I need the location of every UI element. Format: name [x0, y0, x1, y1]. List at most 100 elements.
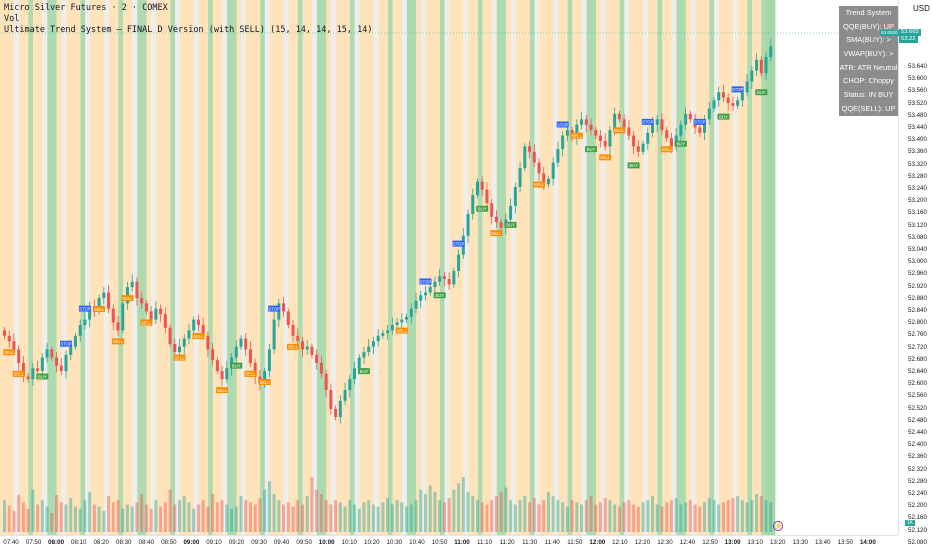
volume-bar: [97, 506, 101, 532]
volume-bar: [471, 496, 475, 532]
volume-bar: [220, 500, 224, 532]
candle-body: [163, 314, 167, 328]
trend-band: [335, 0, 351, 535]
signal-sell-label: SELL: [614, 128, 625, 133]
volume-bar: [632, 504, 636, 532]
trend-band: [378, 0, 388, 535]
trend-band: [444, 0, 450, 535]
candle-body: [334, 408, 338, 418]
trend-band: [752, 0, 762, 535]
signal-sell-marker: [140, 319, 153, 326]
price-axis[interactable]: 53.640 53.600 53.560 53.520 53.480 53.440 53.4…: [898, 0, 932, 546]
candle-body: [234, 346, 238, 358]
plot-area[interactable]: SELL SELL BUY STOP STOP SELL SELL SELL SELL SELL S…: [0, 0, 898, 535]
trend-band: [685, 0, 691, 535]
time-tick-label: 09:00: [183, 539, 200, 546]
price-tick-label: 52.120: [908, 526, 927, 534]
candle-body: [348, 379, 352, 390]
volume-bar: [405, 506, 409, 532]
volume-bar: [31, 489, 35, 532]
price-tick-label: 52.200: [908, 502, 927, 510]
candle-body: [50, 349, 54, 358]
symbol-title[interactable]: Micro Silver Futures · 2 · COMEX: [4, 3, 168, 13]
time-tick-label: 08:10: [70, 539, 87, 546]
candle-body: [684, 113, 688, 125]
lightning-icon[interactable]: ⚡: [773, 521, 783, 531]
trend-band: [477, 0, 483, 535]
volume-bar: [55, 494, 59, 532]
currency-label[interactable]: USD: [913, 4, 930, 13]
signal-sell-label: SELL: [141, 320, 152, 325]
price-tick-label: 53.000: [908, 258, 927, 266]
signal-sell-label: SELL: [288, 345, 299, 350]
status-table-row: CHOP: Choppy: [843, 76, 894, 86]
volume-bar: [159, 506, 163, 532]
time-tick-label: 11:20: [499, 539, 515, 546]
trend-band: [0, 0, 15, 535]
candle-body: [338, 400, 342, 418]
volume-bar: [69, 498, 73, 532]
volume-bar: [542, 500, 546, 532]
trend-band: [506, 0, 511, 535]
volume-bar: [580, 504, 584, 532]
candle-body: [561, 135, 565, 150]
signal-sell-label: SELL: [217, 388, 228, 393]
trend-band: [264, 0, 270, 535]
time-tick-label: 12:40: [679, 539, 696, 546]
candle-body: [452, 270, 456, 285]
volume-bar: [45, 506, 49, 532]
volume-bar: [338, 502, 342, 532]
time-axis[interactable]: [0, 535, 898, 551]
candle-body: [178, 346, 182, 353]
status-table-title: Trend System: [845, 8, 892, 17]
signal-stop-marker: [268, 305, 281, 312]
candle-body: [102, 292, 106, 298]
candle-body: [353, 368, 357, 380]
candle-body: [518, 168, 522, 187]
trend-band: [468, 0, 478, 535]
candle-body: [442, 276, 446, 280]
candle-body: [300, 341, 304, 350]
time-tick-label: 13:10: [747, 539, 763, 546]
volume-bar: [92, 504, 96, 532]
volume-bar: [206, 506, 210, 532]
candle-body: [310, 346, 314, 355]
signal-buy-marker: [755, 89, 768, 96]
candle-body: [438, 276, 442, 282]
signal-buy-marker: [36, 373, 49, 380]
price-tick-label: 52.760: [908, 331, 927, 339]
trend-band: [733, 0, 738, 535]
volume-bar: [111, 502, 115, 532]
volume-bar: [353, 504, 357, 532]
candle-body: [149, 311, 153, 320]
volume-bar: [211, 493, 215, 532]
signal-sell-label: SELL: [397, 328, 408, 333]
candle-body: [542, 173, 546, 185]
candle-body: [201, 325, 205, 336]
trend-band: [260, 0, 265, 535]
candle-body: [764, 57, 768, 74]
signal-sell-label: SELL: [534, 182, 545, 187]
candle-body: [603, 140, 607, 147]
price-tick-label: 53.120: [908, 221, 927, 229]
trend-band: [619, 0, 625, 535]
candle-body: [159, 308, 163, 315]
chart-legend: Micro Silver Futures · 2 · COMEX Vol Ult…: [4, 3, 372, 36]
candle-body: [466, 214, 470, 236]
volume-bar: [679, 504, 683, 532]
signal-buy-label: BUY: [435, 293, 444, 298]
trend-band: [737, 0, 748, 535]
trend-band: [350, 0, 355, 535]
time-tick-label: 10:00: [318, 539, 335, 546]
volume-bar: [565, 506, 569, 532]
volume-bar: [102, 510, 106, 532]
price-tick-label: 53.520: [908, 99, 927, 107]
indicator-label[interactable]: Ultimate Trend System — FINAL D Version …: [4, 25, 373, 35]
candle-body: [116, 322, 120, 331]
candle-body: [182, 338, 186, 347]
time-tick-label: 11:40: [544, 539, 560, 546]
volume-indicator-label[interactable]: Vol: [4, 14, 20, 24]
candle-body: [509, 205, 513, 220]
